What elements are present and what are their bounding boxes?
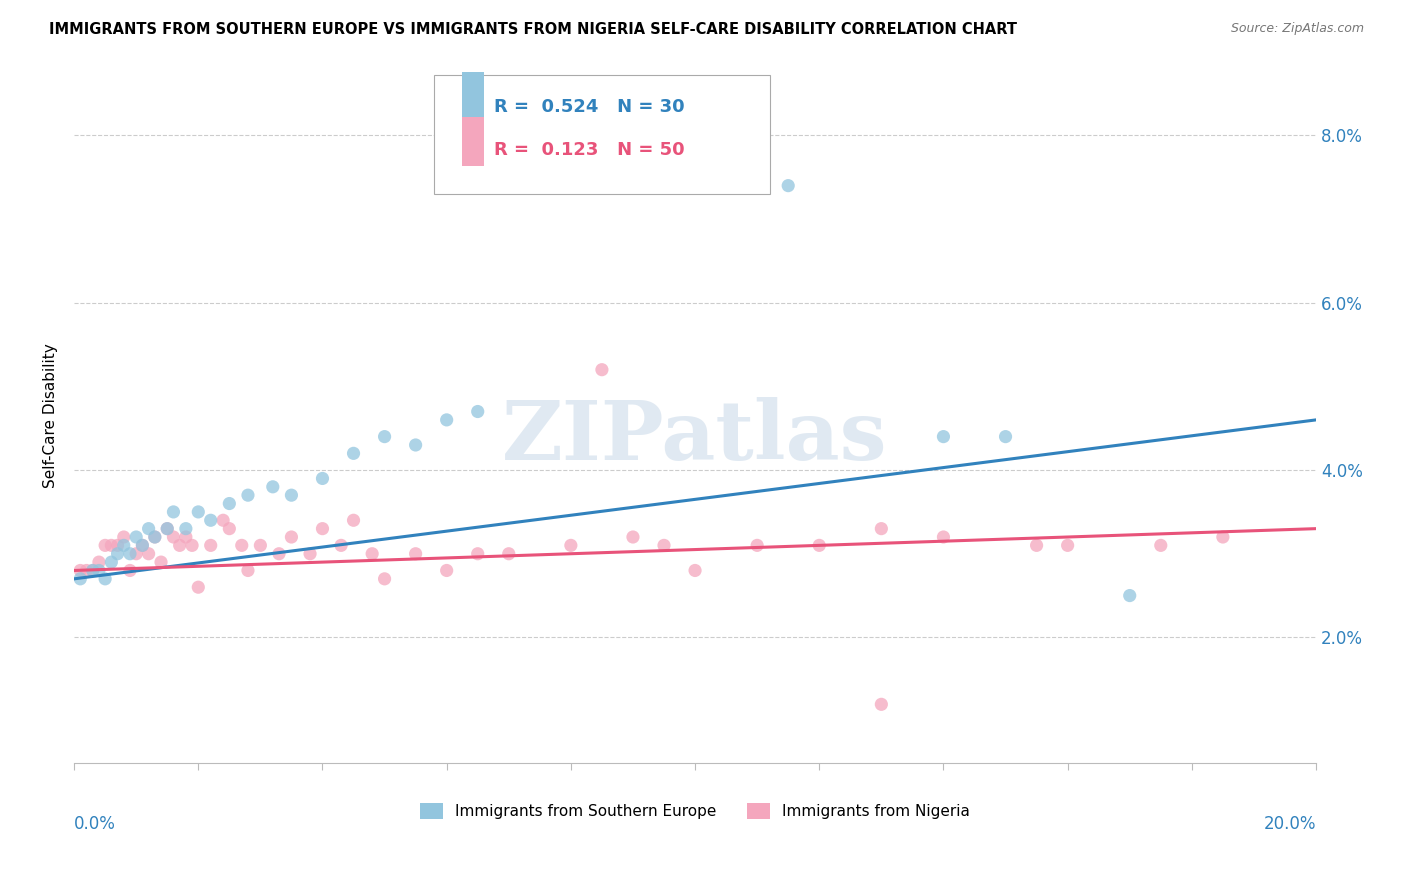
Point	[299, 547, 322, 561]
Point	[125, 530, 148, 544]
Point	[118, 564, 141, 578]
Point	[405, 438, 427, 452]
Point	[200, 513, 222, 527]
Point	[621, 530, 644, 544]
Point	[162, 530, 184, 544]
Point	[181, 538, 204, 552]
Text: Source: ZipAtlas.com: Source: ZipAtlas.com	[1230, 22, 1364, 36]
Point	[870, 698, 893, 712]
Point	[118, 547, 141, 561]
Point	[560, 538, 582, 552]
Point	[405, 547, 427, 561]
Point	[100, 555, 122, 569]
Point	[467, 547, 489, 561]
Text: IMMIGRANTS FROM SOUTHERN EUROPE VS IMMIGRANTS FROM NIGERIA SELF-CARE DISABILITY : IMMIGRANTS FROM SOUTHERN EUROPE VS IMMIG…	[49, 22, 1017, 37]
Point	[82, 564, 104, 578]
Point	[330, 538, 353, 552]
Point	[683, 564, 706, 578]
Point	[187, 580, 209, 594]
Point	[100, 538, 122, 552]
Point	[174, 530, 197, 544]
Point	[652, 538, 675, 552]
Point	[156, 522, 179, 536]
Point	[267, 547, 290, 561]
Point	[174, 522, 197, 536]
Text: ZIPatlas: ZIPatlas	[502, 397, 887, 476]
Point	[342, 446, 364, 460]
Point	[280, 488, 302, 502]
Point	[187, 505, 209, 519]
Point	[212, 513, 235, 527]
Point	[436, 564, 458, 578]
Point	[150, 555, 173, 569]
Point	[131, 538, 153, 552]
Bar	[461, 117, 484, 166]
Point	[138, 547, 160, 561]
Point	[125, 547, 148, 561]
Point	[778, 178, 800, 193]
Point	[311, 522, 333, 536]
Point	[143, 530, 166, 544]
Point	[82, 564, 104, 578]
Text: R =  0.524   N = 30: R = 0.524 N = 30	[494, 98, 685, 116]
Point	[112, 530, 135, 544]
Point	[342, 513, 364, 527]
Point	[249, 538, 271, 552]
Text: 20.0%: 20.0%	[1264, 815, 1316, 833]
Point	[467, 404, 489, 418]
Point	[69, 564, 91, 578]
Point	[218, 522, 240, 536]
Text: 0.0%: 0.0%	[75, 815, 115, 833]
Point	[87, 555, 110, 569]
Point	[262, 480, 284, 494]
Point	[94, 572, 117, 586]
Point	[361, 547, 384, 561]
Bar	[461, 72, 484, 120]
Text: R =  0.123   N = 50: R = 0.123 N = 50	[494, 142, 685, 160]
Point	[112, 538, 135, 552]
Point	[156, 522, 179, 536]
Point	[87, 564, 110, 578]
Point	[200, 538, 222, 552]
Point	[498, 547, 520, 561]
Point	[94, 538, 117, 552]
Point	[1025, 538, 1047, 552]
Point	[436, 413, 458, 427]
Point	[69, 572, 91, 586]
Point	[169, 538, 191, 552]
Point	[131, 538, 153, 552]
Point	[107, 547, 129, 561]
Point	[994, 429, 1017, 443]
Point	[591, 362, 613, 376]
Point	[218, 497, 240, 511]
Point	[280, 530, 302, 544]
Point	[162, 505, 184, 519]
Point	[76, 564, 98, 578]
Point	[1212, 530, 1234, 544]
Point	[236, 488, 259, 502]
Point	[107, 538, 129, 552]
Point	[374, 572, 396, 586]
Point	[1056, 538, 1078, 552]
Point	[143, 530, 166, 544]
Point	[236, 564, 259, 578]
Point	[870, 522, 893, 536]
Point	[932, 530, 955, 544]
Point	[932, 429, 955, 443]
Point	[311, 471, 333, 485]
Point	[1119, 589, 1142, 603]
Point	[374, 429, 396, 443]
Point	[231, 538, 253, 552]
Point	[138, 522, 160, 536]
FancyBboxPatch shape	[434, 76, 769, 194]
Y-axis label: Self-Care Disability: Self-Care Disability	[44, 343, 58, 488]
Legend: Immigrants from Southern Europe, Immigrants from Nigeria: Immigrants from Southern Europe, Immigra…	[413, 797, 976, 825]
Point	[747, 538, 769, 552]
Point	[1150, 538, 1173, 552]
Point	[808, 538, 831, 552]
